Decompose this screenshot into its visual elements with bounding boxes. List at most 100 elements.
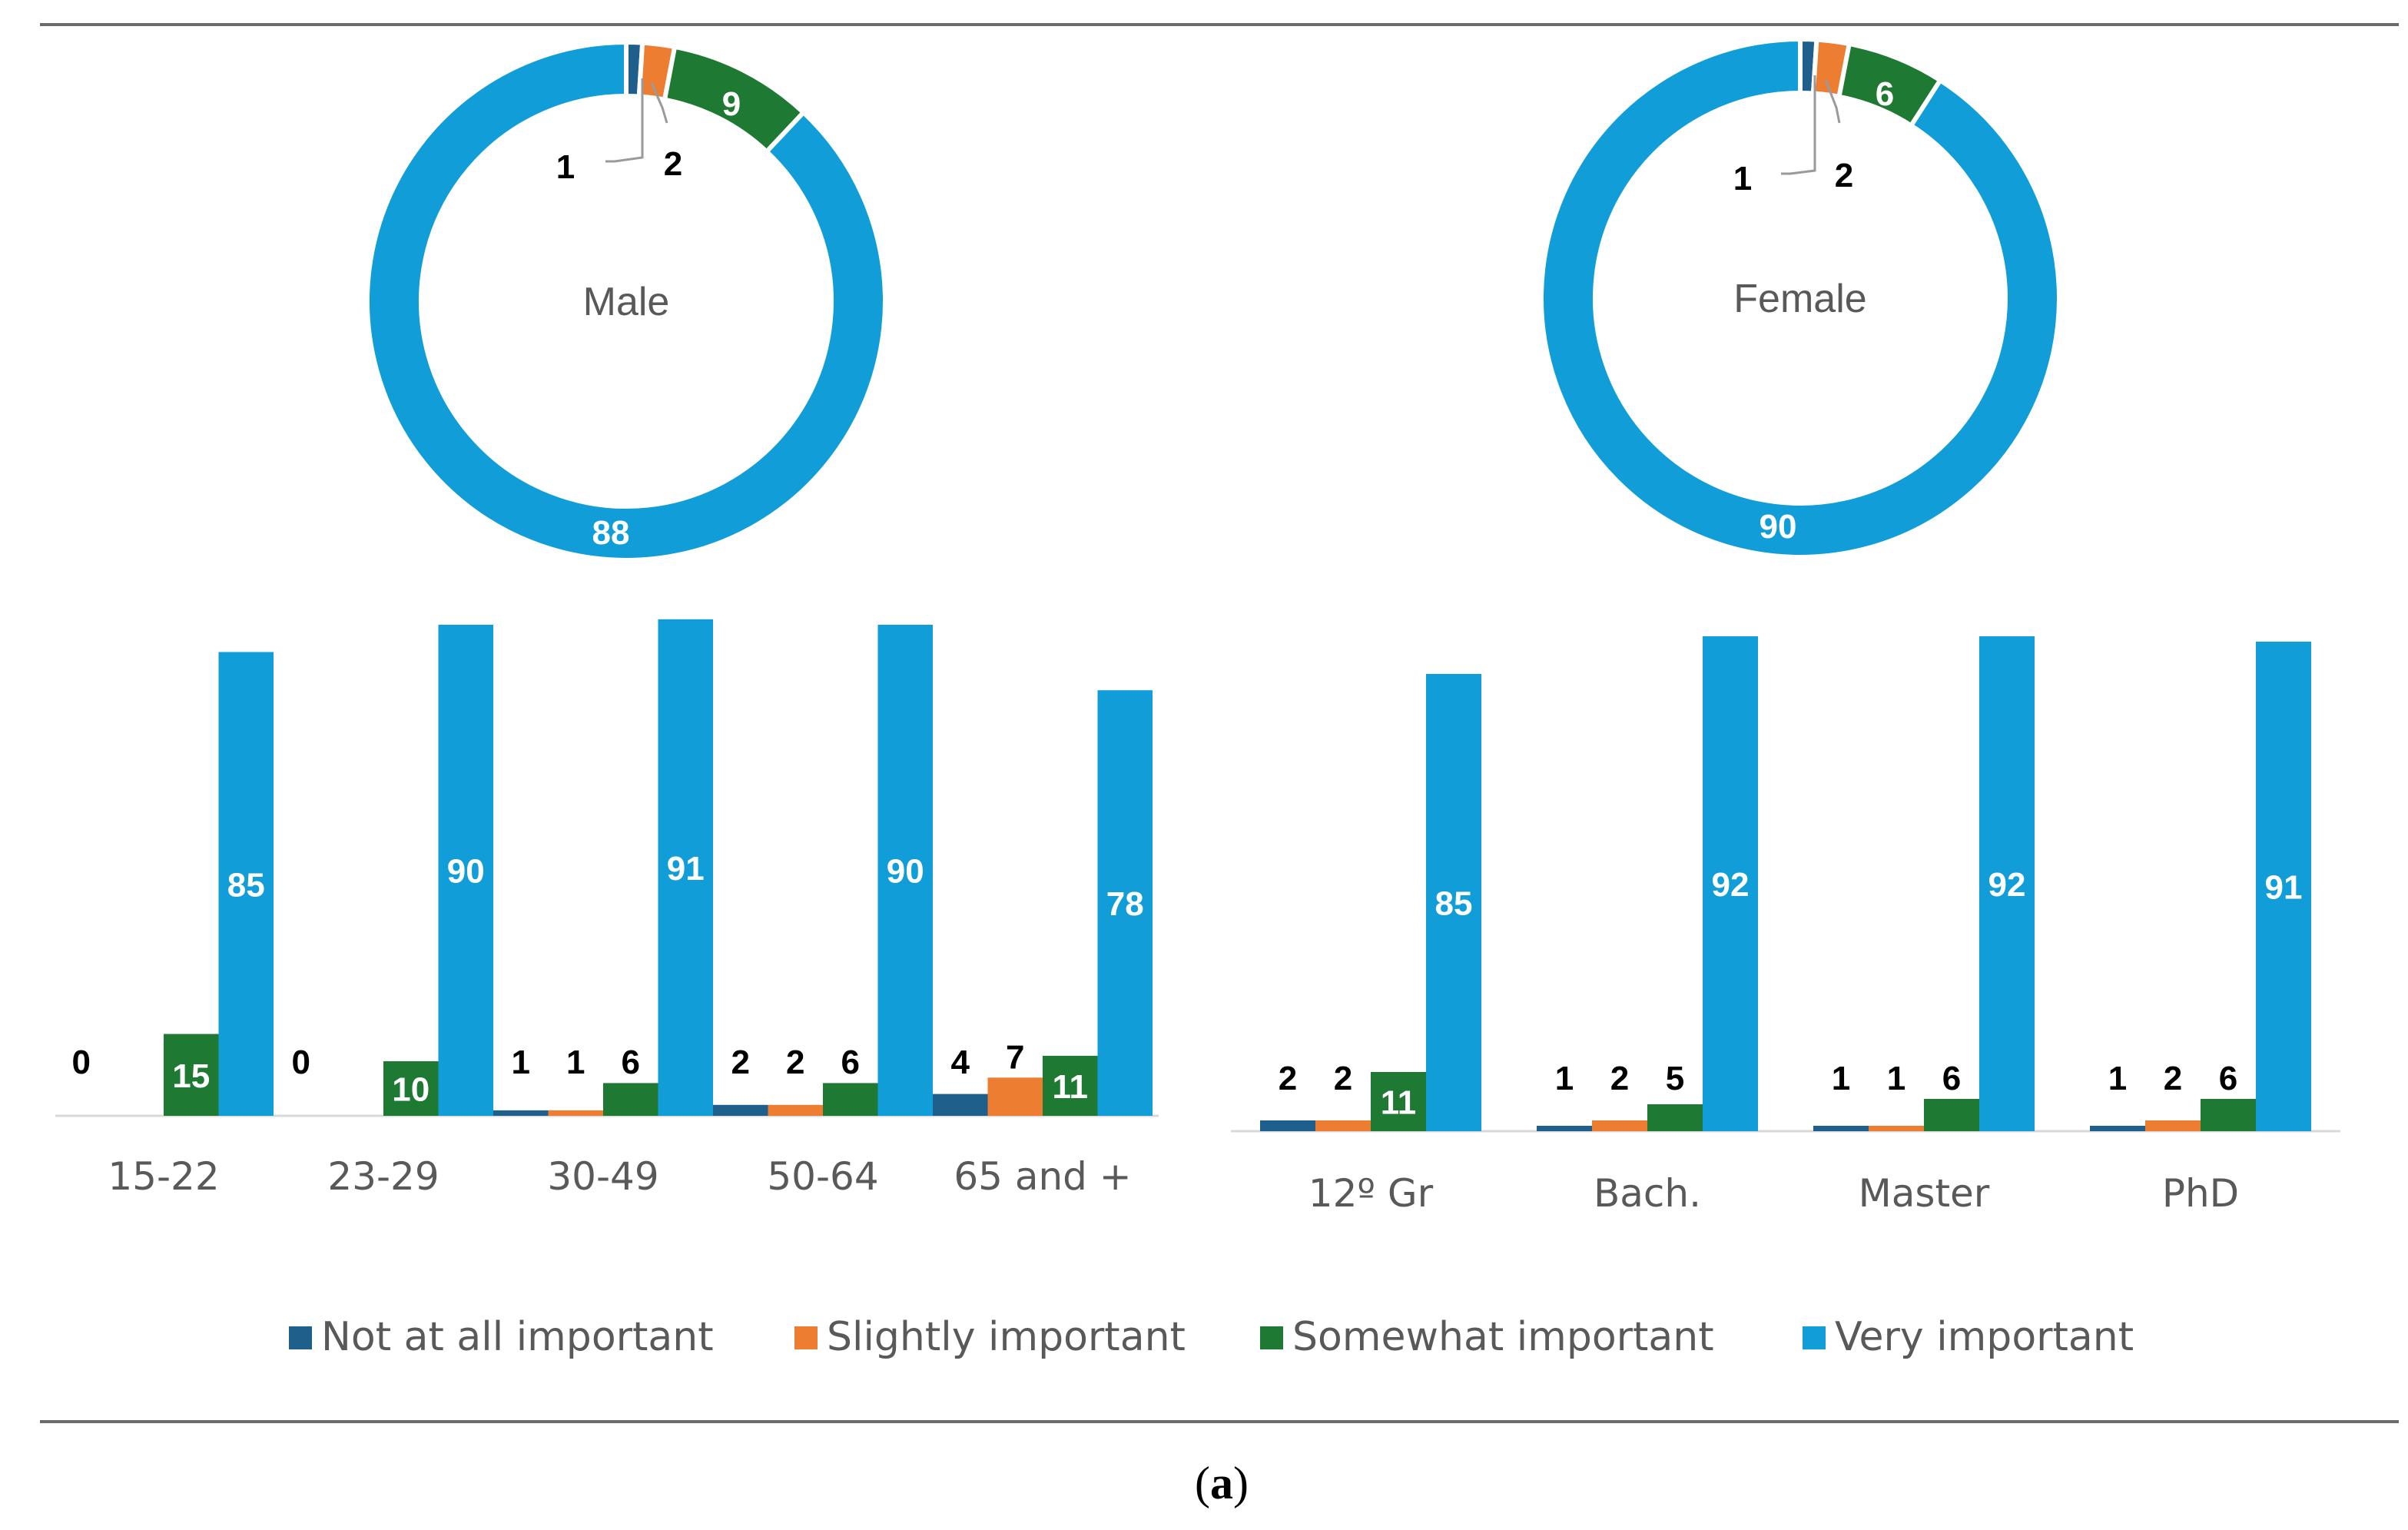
bar-value-slightly-important-master: 1 (1887, 1060, 1906, 1097)
legend-label: Slightly important (827, 1314, 1186, 1360)
donut-value-somewhat-important: 6 (1876, 75, 1894, 113)
bar-somewhat-important-23-29 (383, 1061, 439, 1116)
bar-value-not-at-all-important-30-49: 1 (512, 1044, 530, 1081)
legend-item-somewhat-important: Somewhat important (1260, 1314, 1714, 1360)
bar-somewhat-important-15-22 (164, 1034, 219, 1116)
bar-not-at-all-important-30-49 (493, 1110, 549, 1116)
figure-caption: (a) (1195, 1458, 1249, 1508)
donut-value-slightly-important: 2 (664, 145, 682, 183)
bar-somewhat-important-65-and (1043, 1055, 1098, 1116)
bar-value-somewhat-important-bach: 5 (1666, 1060, 1684, 1097)
category-label-65-and: 65 and + (954, 1154, 1131, 1199)
bar-value-slightly-important-50-64: 2 (786, 1044, 804, 1081)
bar-somewhat-important-master (1924, 1099, 1979, 1131)
bar-very-important-12-gr (1426, 674, 1481, 1131)
bar-value-slightly-important-bach: 2 (1610, 1060, 1629, 1097)
legend-swatch (1260, 1326, 1283, 1349)
bar-slightly-important-30-49 (548, 1110, 603, 1116)
bar-slightly-important-65-and (987, 1077, 1043, 1116)
bar-value-very-important-50-64: 90 (887, 853, 924, 891)
bar-value-not-at-all-important-50-64: 2 (731, 1044, 750, 1081)
legend-item-slightly-important: Slightly important (794, 1314, 1186, 1360)
bar-value-very-important-15-22: 85 (227, 866, 265, 904)
bar-not-at-all-important-50-64 (713, 1104, 768, 1116)
bar-very-important-bach (1703, 636, 1758, 1131)
bar-value-very-important-23-29: 90 (447, 853, 485, 891)
bar-value-very-important-phd: 91 (2265, 869, 2303, 907)
bar-value-slightly-important-65-and: 7 (1006, 1038, 1024, 1076)
legend-label: Not at all important (321, 1314, 714, 1360)
category-label-50-64: 50-64 (767, 1154, 878, 1199)
bar-somewhat-important-50-64 (823, 1083, 878, 1116)
bar-value-slightly-important-12-gr: 2 (1334, 1060, 1352, 1097)
donut-value-very-important: 88 (592, 514, 630, 552)
bar-value-somewhat-important-50-64: 6 (841, 1044, 860, 1081)
bar-value-somewhat-important-65-and: 11 (1052, 1068, 1088, 1106)
bar-slightly-important-bach (1592, 1120, 1647, 1131)
caption-label: a (1210, 1458, 1233, 1508)
bar-very-important-30-49 (658, 619, 713, 1116)
bar-somewhat-important-30-49 (603, 1083, 658, 1116)
donut-value-not-at-all-important: 1 (556, 148, 575, 186)
leader-line (1824, 79, 1841, 124)
bar-value-somewhat-important-master: 6 (1942, 1060, 1961, 1097)
category-label-12-gr: 12º Gr (1308, 1171, 1434, 1216)
bar-value-somewhat-important-30-49: 6 (622, 1044, 640, 1081)
legend-label: Somewhat important (1292, 1314, 1714, 1360)
bar-very-important-65-and (1097, 690, 1153, 1116)
bar-value-not-at-all-important-12-gr: 2 (1279, 1060, 1297, 1097)
bar-not-at-all-important-phd (2090, 1126, 2145, 1131)
legend-label: Very important (1835, 1314, 2134, 1360)
bar-very-important-master (1979, 636, 2035, 1131)
bar-value-not-at-all-important-master: 1 (1832, 1060, 1850, 1097)
bar-value-very-important-30-49: 91 (667, 850, 705, 888)
donut-value-not-at-all-important: 1 (1733, 160, 1752, 197)
leader-line (1781, 75, 1816, 175)
legend-swatch (794, 1326, 818, 1349)
bar-value-very-important-65-and: 78 (1106, 885, 1144, 923)
legend-item-very-important: Very important (1803, 1314, 2134, 1360)
legend: Not at all important Slightly important So… (289, 1314, 2134, 1360)
bar-very-important-15-22 (218, 652, 274, 1116)
donut-value-somewhat-important: 9 (722, 85, 741, 123)
bar-value-not-at-all-important-23-29: 0 (292, 1044, 310, 1081)
donut-center-label: Male (583, 280, 670, 324)
bar-value-very-important-bach: 92 (1712, 866, 1750, 904)
bar-very-important-phd (2256, 642, 2311, 1131)
donut-value-very-important: 90 (1760, 508, 1797, 546)
bar-somewhat-important-phd (2201, 1099, 2256, 1131)
bar-not-at-all-important-65-and (933, 1094, 988, 1116)
bar-value-very-important-12-gr: 85 (1435, 885, 1473, 923)
category-label-bach: Bach. (1594, 1171, 1701, 1216)
bar-very-important-50-64 (877, 625, 933, 1116)
bar-somewhat-important-12-gr (1371, 1072, 1426, 1131)
bar-value-very-important-master: 92 (1988, 866, 2026, 904)
bar-value-somewhat-important-23-29: 10 (392, 1071, 430, 1109)
legend-item-not-at-all-important: Not at all important (289, 1314, 714, 1360)
bar-slightly-important-master (1869, 1126, 1924, 1131)
bar-not-at-all-important-bach (1537, 1126, 1592, 1131)
leader-line (605, 78, 644, 163)
donut-chart-male: Male 1 2 9 88 (365, 39, 887, 563)
bar-value-not-at-all-important-phd: 1 (2108, 1060, 2127, 1097)
bar-not-at-all-important-master (1813, 1126, 1869, 1131)
leader-line (650, 82, 668, 124)
donut-slice-very-important (365, 39, 887, 563)
bar-value-not-at-all-important-bach: 1 (1555, 1060, 1574, 1097)
bar-value-not-at-all-important-65-and: 4 (951, 1044, 970, 1081)
bar-value-not-at-all-important-15-22: 0 (72, 1044, 91, 1081)
bar-value-somewhat-important-12-gr: 11 (1381, 1084, 1417, 1122)
category-label-30-49: 30-49 (547, 1154, 658, 1199)
donut-value-slightly-important: 2 (1835, 157, 1853, 194)
bar-value-slightly-important-phd: 2 (2164, 1060, 2182, 1097)
bar-somewhat-important-bach (1647, 1104, 1703, 1131)
category-label-phd: PhD (2162, 1171, 2239, 1216)
category-label-23-29: 23-29 (327, 1154, 439, 1199)
bar-slightly-important-12-gr (1315, 1120, 1371, 1131)
bar-value-somewhat-important-15-22: 15 (172, 1057, 210, 1095)
donut-slice-very-important (1539, 36, 2062, 559)
bar-slightly-important-phd (2145, 1120, 2201, 1131)
